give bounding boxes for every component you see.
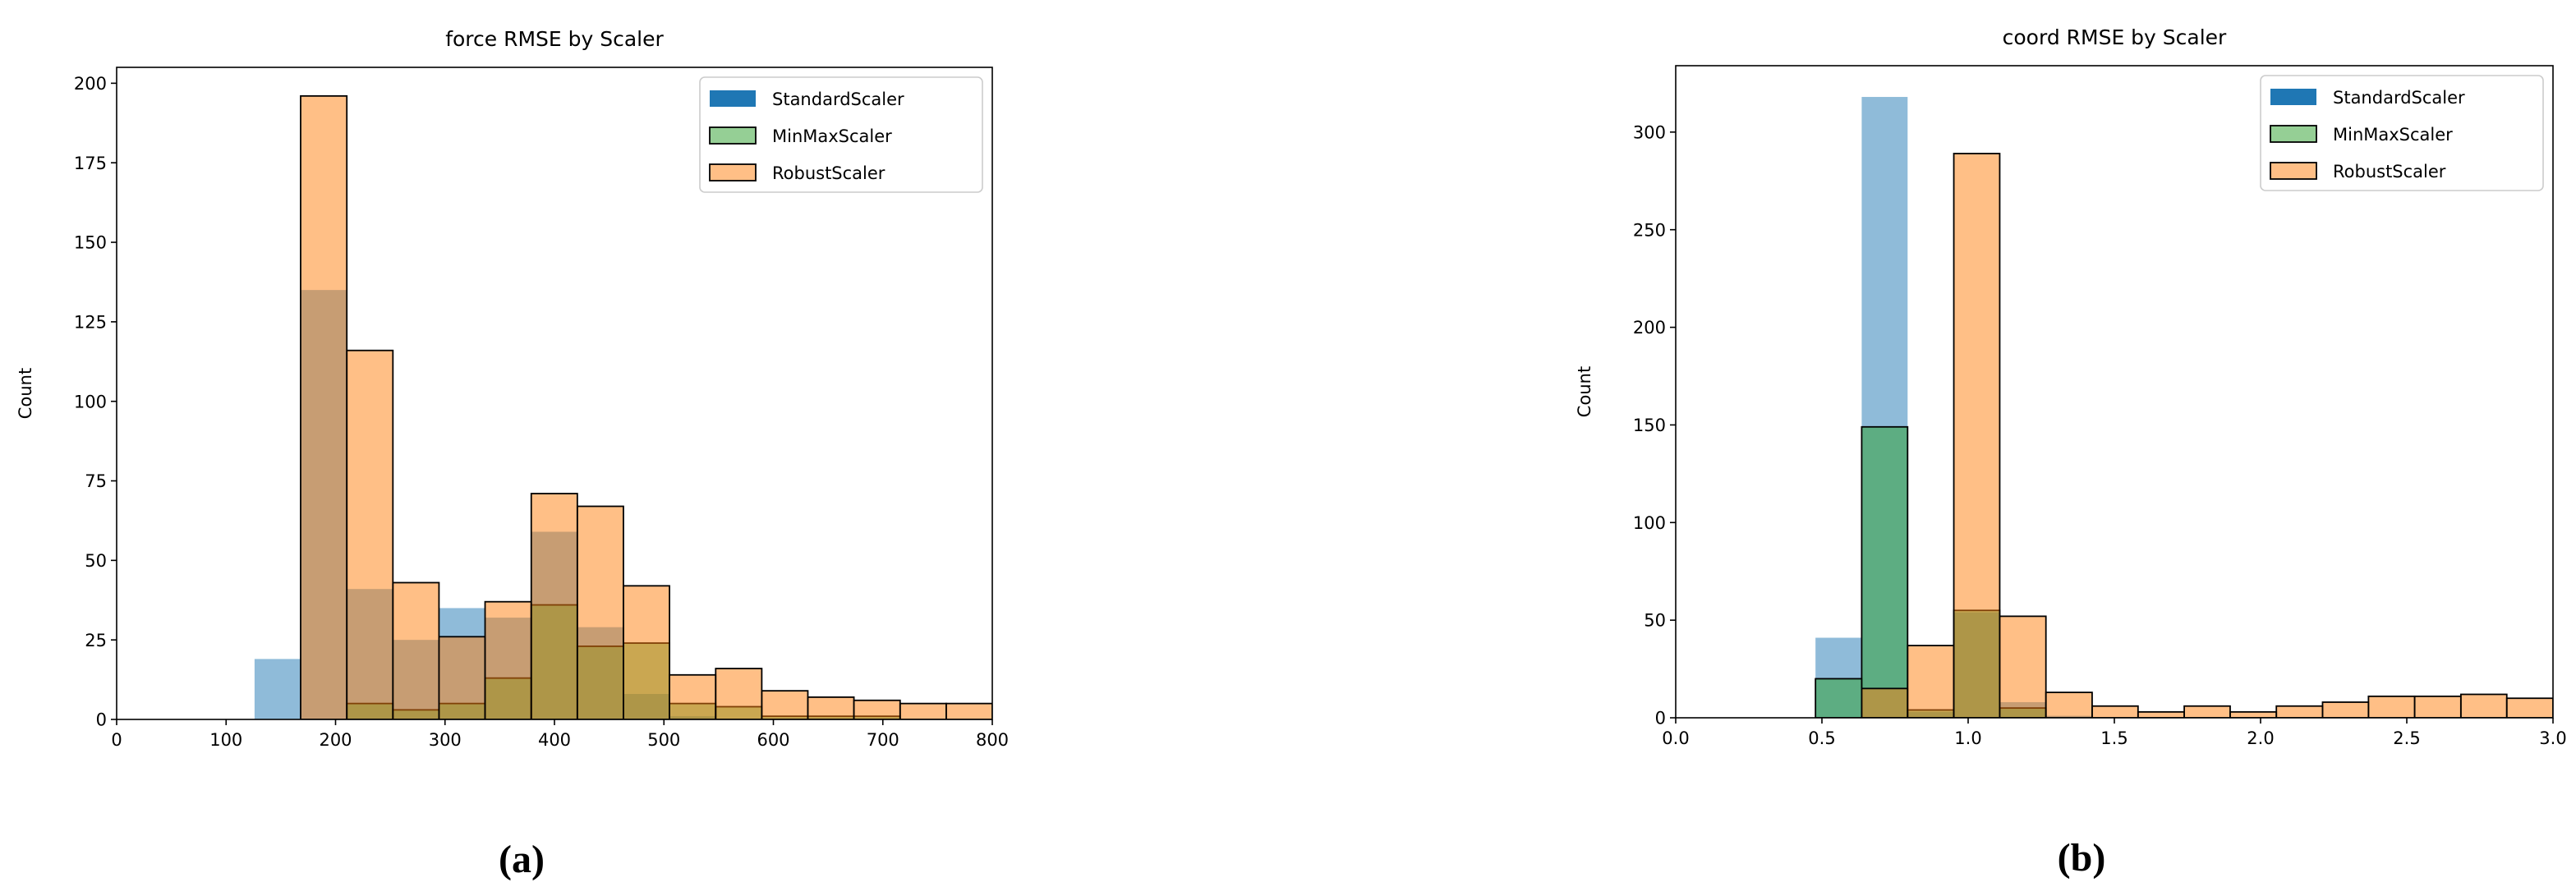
chart-title: coord RMSE by Scaler (2003, 25, 2227, 49)
histogram-bar (761, 690, 809, 719)
y-tick-label: 150 (1633, 416, 1666, 435)
legend-label: RobustScaler (772, 163, 886, 183)
plot-frame (1675, 65, 2554, 719)
histogram-bar (2413, 695, 2462, 718)
histogram-bar (392, 581, 440, 719)
histogram-bar (1953, 153, 2001, 718)
x-tick-label: 700 (867, 730, 899, 750)
bars (1815, 97, 2553, 718)
histogram-bar (2321, 701, 2370, 718)
x-tick-label: 1.0 (1954, 728, 1981, 748)
x-tick-label: 400 (538, 730, 571, 750)
histogram-bar (1861, 687, 1909, 718)
y-tick-label: 200 (1633, 318, 1666, 338)
legend-swatch (709, 126, 757, 145)
histogram-bar (945, 702, 992, 719)
legend-swatch (710, 90, 756, 107)
histogram-bar (669, 673, 717, 719)
legend-label: MinMaxScaler (772, 126, 892, 146)
y-tick-label: 100 (1633, 513, 1666, 533)
x-tick-label: 200 (319, 730, 352, 750)
histogram-bar (899, 702, 947, 719)
histogram-bar (530, 493, 578, 719)
histogram-bar (2459, 693, 2508, 718)
histogram-bar (346, 349, 394, 719)
histogram-bar (438, 636, 486, 719)
legend-swatch (2270, 125, 2317, 143)
legend-frame (2260, 75, 2544, 191)
chart-title: force RMSE by Scaler (445, 27, 664, 51)
legend-frame (699, 76, 983, 193)
histogram-bar (623, 585, 670, 719)
histogram-bar (853, 699, 901, 719)
y-tick-label: 50 (1644, 611, 1666, 631)
y-tick-label: 75 (85, 471, 107, 491)
histogram-bar (576, 505, 624, 719)
y-tick-label: 200 (74, 74, 107, 94)
legend-swatch (2270, 89, 2316, 105)
histogram-bar (1861, 425, 1909, 718)
y-tick-label: 250 (1633, 220, 1666, 240)
legend-label: StandardScaler (2333, 88, 2465, 108)
legend-label: RobustScaler (2333, 162, 2446, 181)
legend-label: MinMaxScaler (2333, 125, 2453, 145)
histogram-bar (1907, 645, 1955, 718)
histogram-bar (2183, 705, 2231, 718)
x-tick-label: 0.0 (1662, 728, 1689, 748)
histogram-bar (2045, 692, 2093, 718)
histogram-bar (2229, 710, 2278, 718)
y-tick-label: 300 (1633, 122, 1666, 142)
histogram-bar (2137, 710, 2185, 718)
y-tick-label: 125 (74, 312, 107, 332)
x-tick-label: 1.5 (2100, 728, 2128, 748)
y-tick-label: 150 (74, 233, 107, 253)
plot-frame (116, 67, 993, 720)
x-tick-label: 500 (647, 730, 680, 750)
legend-swatch (709, 163, 757, 181)
histogram-bar (1999, 615, 2047, 718)
histogram-bar (2505, 697, 2553, 718)
y-axis-label: Count (16, 368, 35, 419)
legend-swatch (2270, 162, 2317, 180)
caption: (a) (499, 838, 545, 881)
y-axis-label: Count (1575, 366, 1594, 417)
legend-label: StandardScaler (772, 90, 904, 109)
histogram-bar (1815, 678, 1863, 718)
histogram-bar (807, 696, 855, 719)
caption: (b) (2058, 836, 2106, 880)
y-tick-label: 25 (85, 631, 107, 650)
x-tick-label: 2.0 (2247, 728, 2274, 748)
histogram-bar (254, 659, 301, 719)
x-tick-label: 100 (209, 730, 242, 750)
x-tick-label: 300 (429, 730, 462, 750)
histogram-bar (715, 668, 763, 719)
y-tick-label: 0 (96, 710, 107, 730)
histogram-bar (300, 94, 348, 719)
x-tick-label: 0.5 (1808, 728, 1835, 748)
y-tick-label: 0 (1655, 709, 1666, 728)
x-tick-label: 2.5 (2393, 728, 2420, 748)
bars (254, 94, 992, 719)
y-tick-label: 100 (74, 392, 107, 411)
x-tick-label: 0 (111, 730, 122, 750)
y-tick-label: 175 (74, 154, 107, 173)
histogram-bar (484, 600, 532, 719)
x-tick-label: 3.0 (2539, 728, 2566, 748)
histogram-bar (2275, 705, 2324, 718)
y-tick-label: 50 (85, 551, 107, 571)
histogram-bar (2367, 695, 2416, 718)
x-tick-label: 600 (757, 730, 789, 750)
histogram-bar (2091, 705, 2139, 718)
x-tick-label: 800 (976, 730, 1009, 750)
